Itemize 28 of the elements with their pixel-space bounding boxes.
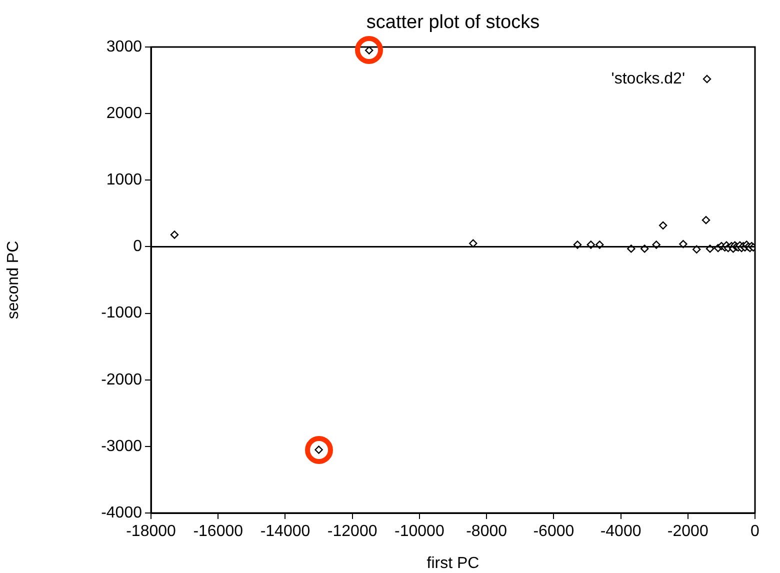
- y-tick-label: 1000: [106, 172, 142, 189]
- legend-label: 'stocks.d2': [611, 70, 685, 88]
- y-axis-title: second PC: [5, 240, 22, 320]
- y-tick-label: 2000: [106, 104, 142, 122]
- x-tick-label: -8000: [466, 523, 508, 540]
- x-tick-label: -4000: [600, 523, 642, 540]
- point: [702, 216, 710, 224]
- point: [679, 240, 688, 248]
- x-axis-title: first PC: [426, 554, 480, 572]
- y-tick-label: -2000: [101, 371, 142, 388]
- point: [469, 239, 478, 248]
- chart-title: scatter plot of stocks: [365, 12, 541, 34]
- x-tick-label: -14000: [260, 523, 310, 540]
- x-tick-label: -18000: [126, 523, 176, 540]
- y-tick-label: -3000: [101, 438, 142, 455]
- y-tick-label: 3000: [106, 38, 142, 56]
- y-tick-label: -4000: [101, 504, 142, 522]
- x-tick-label: -10000: [394, 523, 444, 540]
- x-tick-label: -6000: [533, 523, 574, 540]
- x-tick-label: -16000: [193, 523, 244, 540]
- x-tick-label: -12000: [327, 523, 378, 540]
- point: [692, 245, 701, 254]
- point: [658, 221, 668, 230]
- point: [170, 230, 179, 239]
- y-tick-label: 0: [133, 238, 142, 256]
- x-tick-label: 0: [750, 523, 760, 540]
- y-tick-label: -1000: [101, 304, 142, 322]
- x-tick-label: -2000: [667, 523, 708, 540]
